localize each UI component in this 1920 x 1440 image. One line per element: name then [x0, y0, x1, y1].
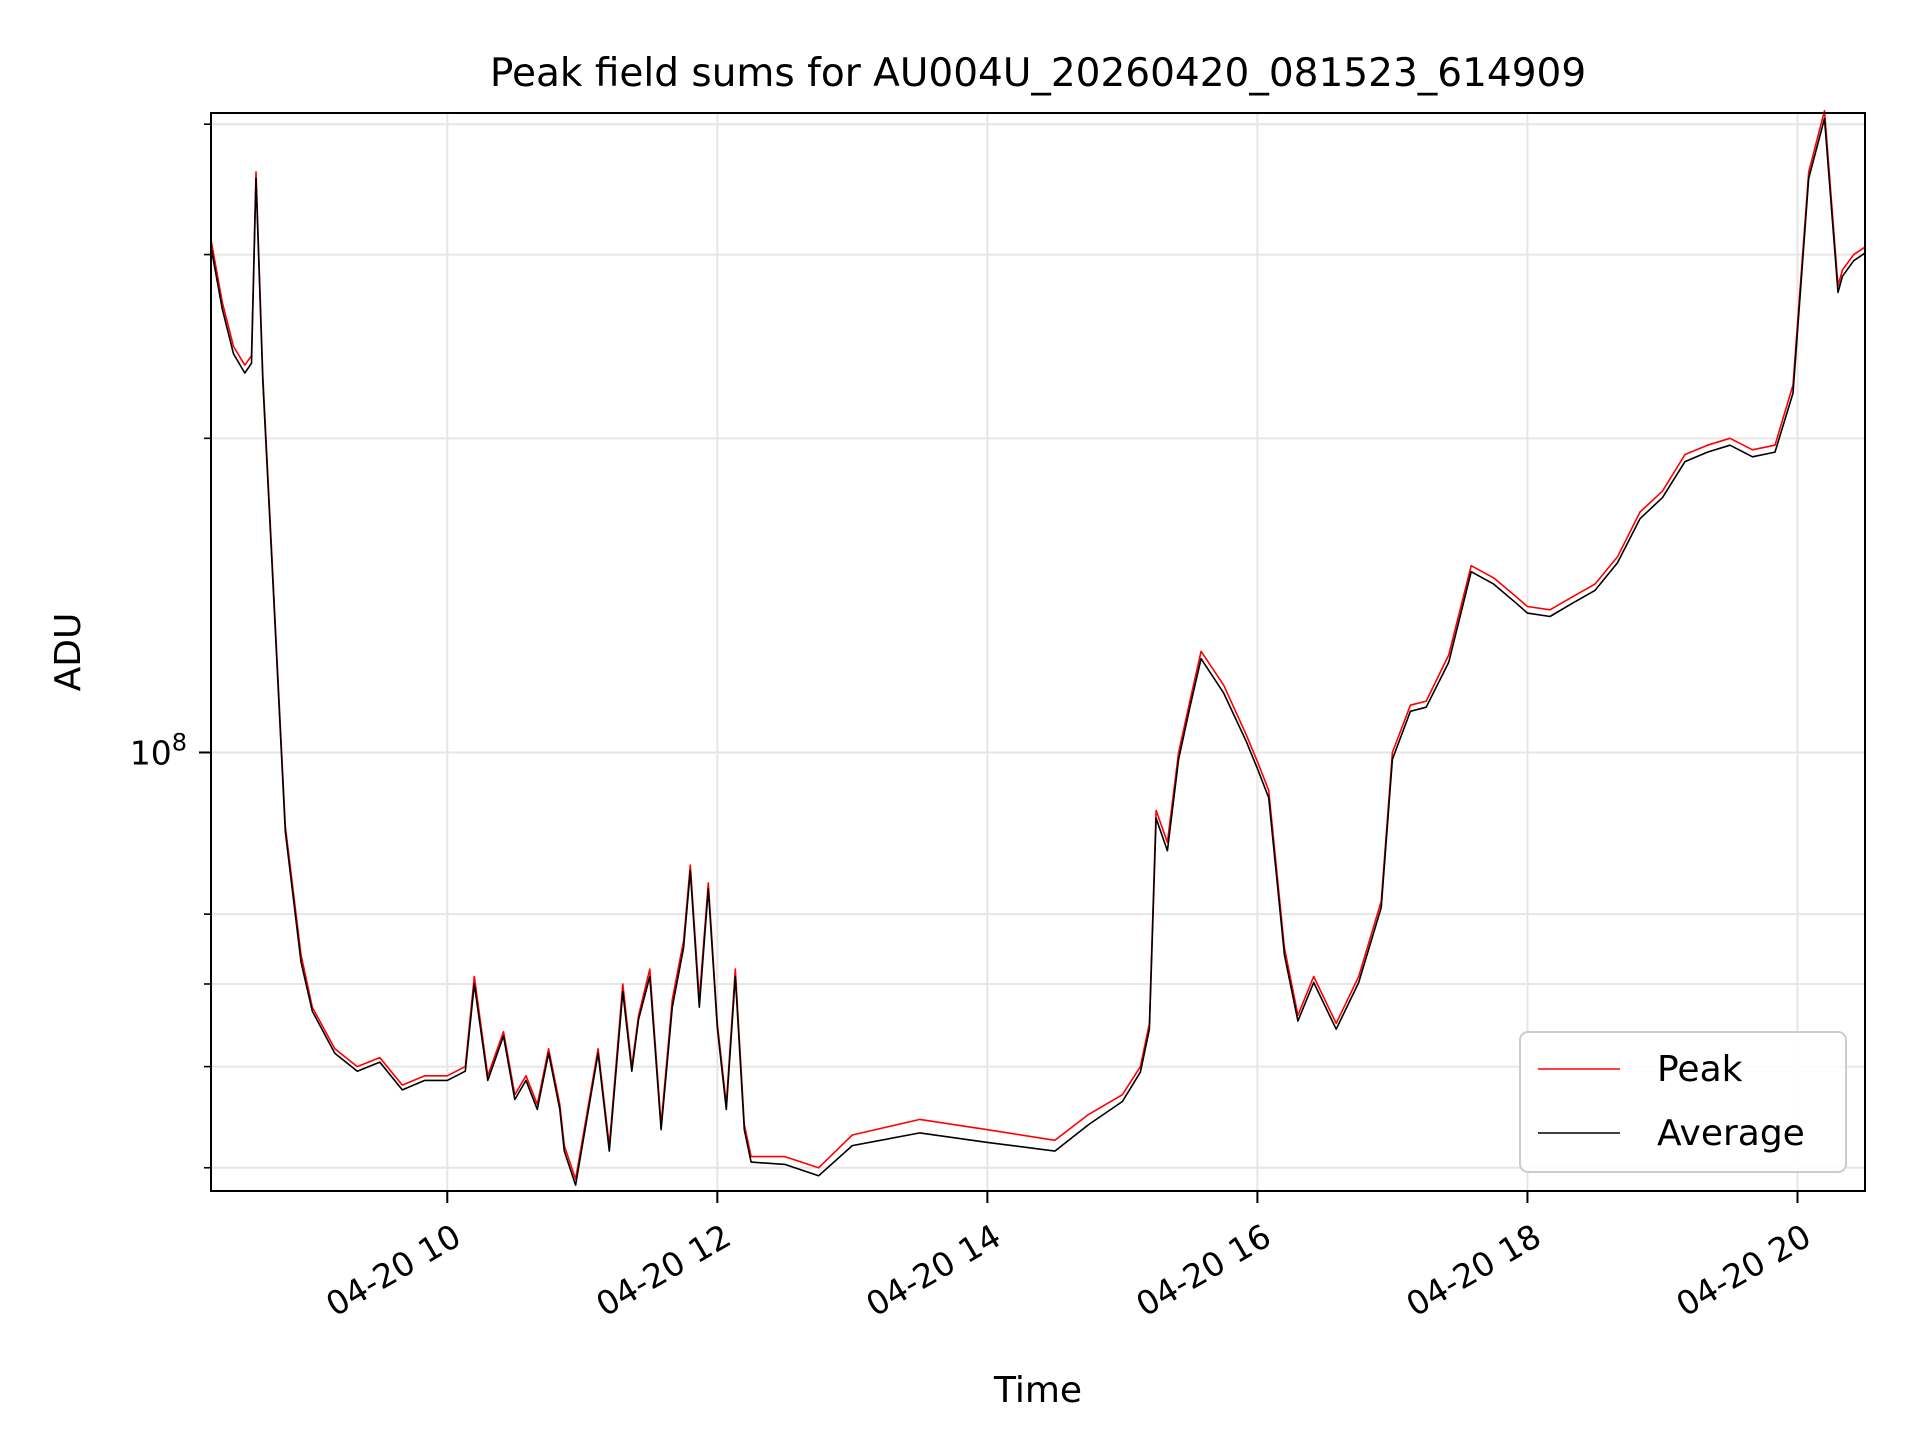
legend-label-peak: Peak [1657, 1049, 1743, 1090]
legend-box [1519, 1031, 1847, 1173]
legend: Peak Average [1519, 1031, 1847, 1173]
legend-label-average: Average [1657, 1113, 1805, 1154]
plot-area-frame [210, 112, 1866, 1192]
y-tick-label: 108 [130, 728, 187, 772]
x-axis-label: Time [993, 1370, 1082, 1411]
grid [211, 113, 1865, 1191]
plot-lines [210, 110, 1866, 1186]
y-axis: 108 [130, 123, 211, 1169]
series-line-average [210, 117, 1866, 1186]
chart-title: Peak field sums for AU004U_20260420_0815… [490, 51, 1586, 96]
y-axis-label: ADU [48, 613, 89, 692]
series-line-peak [210, 110, 1866, 1180]
